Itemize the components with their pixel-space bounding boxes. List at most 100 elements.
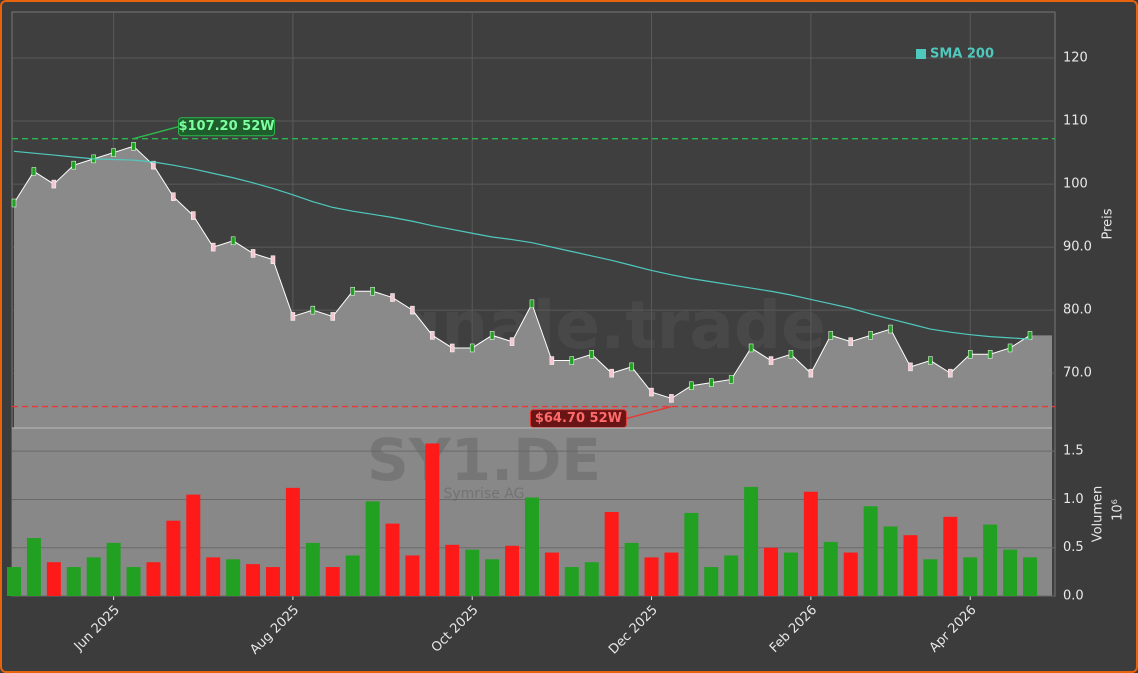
candle xyxy=(250,249,256,258)
candle xyxy=(191,211,196,220)
y-tick-label: 120 xyxy=(1063,51,1088,66)
price-line xyxy=(13,145,1031,399)
x-tick-label: Apr 2026 xyxy=(927,603,980,656)
candle xyxy=(51,179,57,189)
candle xyxy=(71,160,77,170)
x-tick-label: Feb 2026 xyxy=(767,603,820,656)
candle xyxy=(151,160,156,170)
volume-bar xyxy=(186,494,201,596)
volume-bar xyxy=(385,523,400,596)
candle xyxy=(430,331,435,340)
high-label: $107.20 52W xyxy=(178,119,274,134)
candle xyxy=(549,356,555,365)
volume-bar xyxy=(86,557,101,596)
v-tick-label: 1.0 xyxy=(1063,492,1084,507)
volume-bar xyxy=(684,512,699,596)
candle xyxy=(609,368,614,378)
y-tick-label: 70.0 xyxy=(1063,366,1092,381)
candle xyxy=(709,378,714,387)
candle xyxy=(111,148,116,157)
volume-bar xyxy=(584,562,599,596)
volume-bar xyxy=(246,564,261,596)
candle xyxy=(509,337,515,346)
volume-bar xyxy=(126,567,141,596)
candle xyxy=(649,387,654,397)
candle xyxy=(629,362,634,372)
candle xyxy=(450,343,455,353)
volume-bar xyxy=(564,567,579,596)
x-tick-label: Aug 2025 xyxy=(247,603,302,658)
x-tick-label: Oct 2025 xyxy=(429,603,482,656)
volume-bar xyxy=(524,497,539,596)
sma-line xyxy=(13,150,1031,340)
candle xyxy=(469,343,475,353)
candle xyxy=(350,286,355,296)
high-label-bg xyxy=(178,117,276,137)
volume-bar xyxy=(644,557,659,596)
volume-bar xyxy=(544,552,559,596)
volume-bar xyxy=(764,547,779,596)
candle xyxy=(310,305,316,315)
high-arrow xyxy=(133,125,179,140)
candle xyxy=(1007,343,1013,353)
volume-bar xyxy=(226,559,241,596)
candle xyxy=(967,350,973,359)
volume-bar xyxy=(863,506,878,596)
candle xyxy=(489,331,495,340)
volume-multiplier: 10⁶ xyxy=(1111,499,1126,521)
candle xyxy=(171,192,176,201)
y-axis-label: Preis xyxy=(1101,208,1116,239)
candle xyxy=(788,350,794,359)
candle xyxy=(928,356,933,365)
watermark-company: Symrise AG xyxy=(444,486,525,502)
candle xyxy=(210,242,216,252)
volume-bar xyxy=(983,524,998,596)
volume-bar xyxy=(106,542,121,596)
legend-swatch xyxy=(916,49,926,59)
volume-bar xyxy=(365,501,380,596)
volume-bar xyxy=(265,567,280,596)
volume-bar xyxy=(1003,549,1018,596)
candle xyxy=(31,167,37,176)
candle xyxy=(868,331,873,340)
candle xyxy=(848,337,853,346)
watermark-ticker: SY1.DE xyxy=(367,426,601,494)
candle xyxy=(370,286,375,296)
candle xyxy=(828,331,834,340)
volume-bar xyxy=(505,545,520,596)
volume-bar xyxy=(823,541,838,596)
legend-label: SMA 200 xyxy=(930,47,994,62)
low-label: $64.70 52W xyxy=(535,411,622,426)
volume-bar xyxy=(166,520,181,596)
candle xyxy=(669,394,674,403)
volume-bar xyxy=(46,562,61,596)
candle xyxy=(131,142,136,151)
y-tick-label: 90.0 xyxy=(1063,240,1092,255)
volume-bar xyxy=(425,443,440,596)
candle xyxy=(569,356,575,365)
candle xyxy=(1027,331,1033,340)
volume-bar xyxy=(664,552,679,596)
volume-bar xyxy=(305,542,320,596)
candle xyxy=(589,350,594,359)
volume-bar xyxy=(325,567,340,596)
volume-bar xyxy=(26,538,41,596)
candle xyxy=(529,299,535,309)
volume-axis-label: Volumen xyxy=(1091,486,1106,543)
volume-bar xyxy=(744,486,759,596)
v-tick-label: 1.5 xyxy=(1063,444,1084,459)
volume-bar xyxy=(724,555,739,596)
volume-bar xyxy=(883,526,898,596)
volume-bar xyxy=(624,542,639,596)
volume-bar xyxy=(66,567,81,596)
candle xyxy=(748,343,754,353)
candle xyxy=(390,293,395,302)
v-tick-label: 0.0 xyxy=(1063,589,1084,604)
y-tick-label: 80.0 xyxy=(1063,303,1092,318)
y-tick-label: 100 xyxy=(1063,177,1088,192)
volume-bar xyxy=(345,555,360,596)
candle xyxy=(987,350,993,359)
candle xyxy=(230,236,236,246)
